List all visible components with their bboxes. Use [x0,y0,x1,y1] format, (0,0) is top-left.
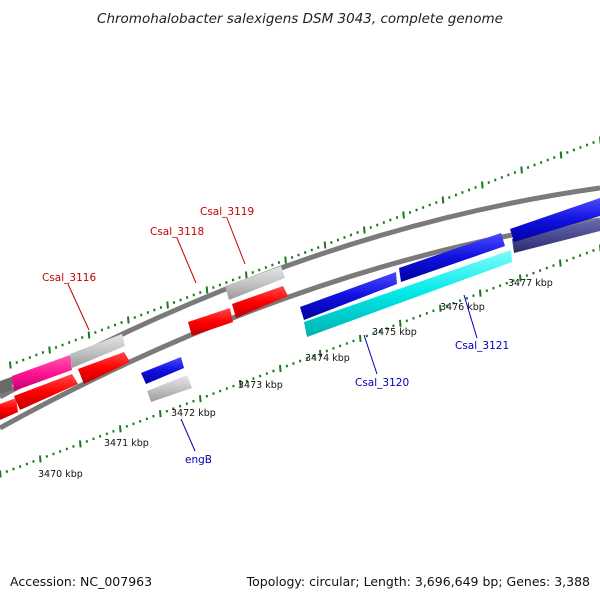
outer-row-major-tick [89,332,90,339]
outer-row-major-tick [403,212,404,219]
outer-row-major-tick [167,302,168,309]
inner-row-major-tick [80,440,81,447]
tick-label-3476: 3476 kbp [440,302,485,313]
tick-label-3477: 3477 kbp [508,278,553,289]
gene-label-csal-3121[interactable]: Csal_3121 [455,340,509,352]
gene-label-csal-3118[interactable]: Csal_3118 [150,226,204,238]
gene-label-csal-3118-group[interactable]: Csal_3118 [150,226,204,283]
inner-row-major-tick [0,471,1,478]
gene-bar-red-left[interactable] [0,398,18,420]
tick-label-3471: 3471 kbp [104,438,149,449]
inner-row-major-tick [200,395,201,402]
outer-tick-row [10,137,600,369]
inner-row-major-tick [400,320,401,327]
inner-row-major-tick [280,365,281,372]
outer-row-major-tick [561,152,562,159]
gene-label-csal-3120-group[interactable]: Csal_3120 [355,335,409,389]
outer-row-major-tick [246,272,247,279]
gene-label-csal-3116-group[interactable]: Csal_3116 [42,272,96,330]
inner-row-major-tick [160,410,161,417]
outer-row-major-tick [521,167,522,174]
map-title: Chromohalobacter salexigens DSM 3043, co… [97,11,503,27]
outer-row-major-tick [482,182,483,189]
tick-label-3470: 3470 kbp [38,469,83,480]
outer-row-major-tick [10,362,11,369]
gene-bar-csal-3118[interactable] [188,308,233,336]
accession-text: Accession: NC_007963 [10,574,152,589]
genome-summary-text: Topology: circular; Length: 3,696,649 bp… [246,574,590,589]
outer-row-major-tick [364,227,365,234]
inner-row-major-tick [560,260,561,267]
outer-row-major-tick [285,257,286,264]
gene-label-csal-3116[interactable]: Csal_3116 [42,272,96,284]
inner-row-major-tick [40,455,41,462]
tick-label-3473: 3473 kbp [238,380,283,391]
tick-label-3472: 3472 kbp [171,408,216,419]
tick-label-3475: 3475 kbp [372,327,417,338]
gene-label-engb-group[interactable]: engB [181,419,212,466]
inner-row-major-tick [360,335,361,342]
outer-row-major-tick [128,317,129,324]
gene-label-csal-3119-group[interactable]: Csal_3119 [200,206,254,264]
inner-row-major-tick [480,290,481,297]
outer-row-major-tick [49,347,50,354]
outer-row-major-tick [325,242,326,249]
gene-label-csal-3120[interactable]: Csal_3120 [355,377,409,389]
gene-label-csal-3119[interactable]: Csal_3119 [200,206,254,218]
inner-row-major-tick [120,425,121,432]
outer-row-major-tick [443,197,444,204]
gene-label-engb[interactable]: engB [185,454,212,466]
outer-row-major-tick [207,287,208,294]
blue-genes [141,198,600,384]
tick-label-3474: 3474 kbp [305,353,350,364]
